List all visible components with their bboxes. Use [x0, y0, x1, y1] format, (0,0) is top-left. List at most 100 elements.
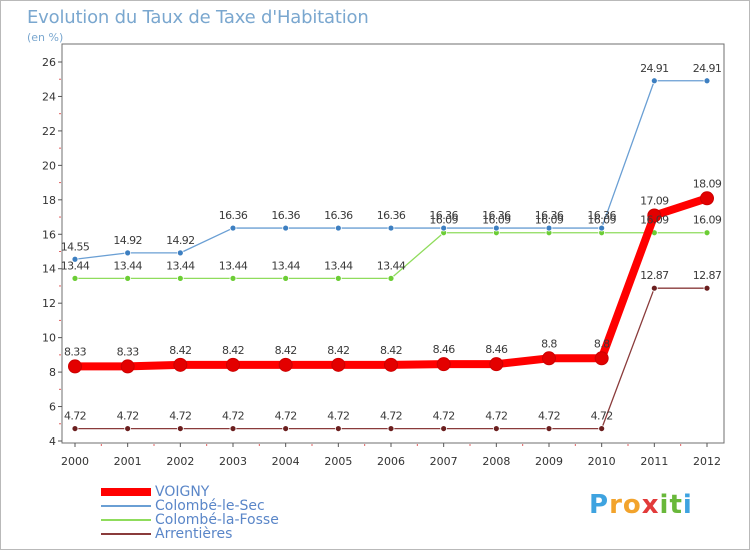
data-label: 8.33: [117, 345, 140, 358]
data-point: [334, 425, 342, 432]
x-tick-label: 2004: [272, 455, 300, 468]
data-label: 13.44: [166, 259, 195, 272]
data-label: 16.36: [587, 209, 616, 222]
data-label: 24.91: [640, 62, 669, 75]
data-label: 4.72: [380, 410, 402, 423]
data-label: 16.09: [429, 214, 458, 227]
data-point: [492, 425, 500, 432]
data-point: [703, 77, 711, 85]
data-point: [124, 274, 132, 282]
data-label: 8.33: [64, 345, 87, 358]
data-label: 12.87: [640, 269, 669, 282]
data-label: 4.72: [433, 410, 455, 423]
data-label: 4.72: [222, 410, 244, 423]
data-label: 4.72: [538, 410, 560, 423]
x-tick-label: 2006: [377, 455, 405, 468]
data-point: [594, 351, 609, 366]
data-label: 13.44: [113, 259, 142, 272]
data-point: [282, 425, 290, 432]
data-point: [489, 357, 504, 372]
legend-item-colombe-la-fosse: Colombé-la-Fosse: [101, 513, 279, 527]
x-tick-label: 2008: [482, 455, 510, 468]
data-label: 16.36: [219, 209, 248, 222]
data-point: [173, 357, 188, 372]
logo-letter: i: [682, 490, 693, 520]
data-label: 18.09: [693, 177, 722, 190]
data-label: 13.44: [219, 259, 248, 272]
data-label: 16.09: [693, 214, 722, 227]
legend-label-colombe-la-fosse: Colombé-la-Fosse: [155, 512, 279, 528]
data-point: [647, 208, 662, 223]
data-point: [331, 357, 346, 372]
legend-label-colombe-le-sec: Colombé-le-Sec: [155, 498, 265, 514]
x-tick-label: 2001: [114, 455, 142, 468]
proxiti-logo: Proxiti: [589, 490, 693, 520]
y-tick-label: 26: [42, 56, 56, 69]
legend-item-colombe-le-sec: Colombé-le-Sec: [101, 499, 279, 513]
data-point: [334, 224, 342, 232]
data-label: 16.36: [429, 209, 458, 222]
data-label: 8.42: [169, 344, 191, 357]
data-point: [176, 249, 184, 257]
data-label: 16.36: [271, 209, 300, 222]
data-label: 17.09: [640, 194, 669, 207]
data-point: [120, 359, 135, 374]
y-tick-label: 12: [42, 297, 56, 310]
y-tick-label: 16: [42, 228, 56, 241]
data-label: 16.36: [324, 209, 353, 222]
legend-label-voigny: VOIGNY: [155, 484, 210, 500]
data-label: 4.72: [485, 410, 507, 423]
legend-swatch-voigny: [101, 488, 151, 496]
y-tick-label: 14: [42, 263, 56, 276]
data-point: [334, 274, 342, 282]
data-label: 16.36: [535, 209, 564, 222]
data-point: [229, 425, 237, 432]
data-point: [124, 425, 132, 432]
y-tick-label: 22: [42, 125, 56, 138]
data-point: [71, 274, 79, 282]
data-label: 12.87: [693, 269, 722, 282]
y-tick-label: 10: [42, 332, 56, 345]
data-label: 24.91: [693, 62, 722, 75]
x-tick-label: 2007: [430, 455, 458, 468]
y-tick-label: 8: [49, 366, 56, 379]
logo-letter: o: [622, 490, 642, 520]
data-point: [650, 77, 658, 85]
x-tick-label: 2010: [588, 455, 616, 468]
data-point: [282, 274, 290, 282]
legend: VOIGNY Colombé-le-Sec Colombé-la-Fosse A…: [101, 485, 279, 541]
data-point: [384, 357, 398, 372]
data-label: 8.42: [327, 344, 349, 357]
logo-letter: i: [659, 490, 670, 520]
data-label: 8.42: [380, 344, 402, 357]
legend-swatch-colombe-la-fosse: [101, 519, 151, 521]
data-point: [440, 425, 448, 432]
data-label: 8.8: [594, 337, 610, 350]
plot-area: [61, 43, 725, 444]
data-point: [542, 351, 556, 366]
legend-swatch-colombe-le-sec: [101, 505, 151, 507]
logo-letter: P: [589, 490, 610, 520]
data-label: 8.42: [275, 344, 297, 357]
x-tick-label: 2003: [219, 455, 247, 468]
data-point: [278, 357, 293, 372]
data-point: [282, 224, 290, 232]
data-label: 14.92: [166, 234, 195, 247]
logo-letter: r: [609, 490, 623, 520]
chart-unit: (en %): [27, 31, 64, 44]
data-label: 13.44: [324, 259, 353, 272]
data-point: [176, 274, 184, 282]
data-label: 4.72: [275, 410, 297, 423]
data-point: [700, 191, 714, 206]
data-point: [226, 357, 240, 372]
data-point: [545, 425, 553, 432]
x-tick-label: 2012: [693, 455, 721, 468]
legend-item-arrentieres: Arrentières: [101, 527, 279, 541]
data-label: 4.72: [591, 410, 613, 423]
data-label: 4.72: [169, 410, 191, 423]
legend-label-arrentieres: Arrentières: [155, 526, 233, 542]
data-label: 16.09: [640, 214, 669, 227]
data-point: [598, 425, 606, 432]
